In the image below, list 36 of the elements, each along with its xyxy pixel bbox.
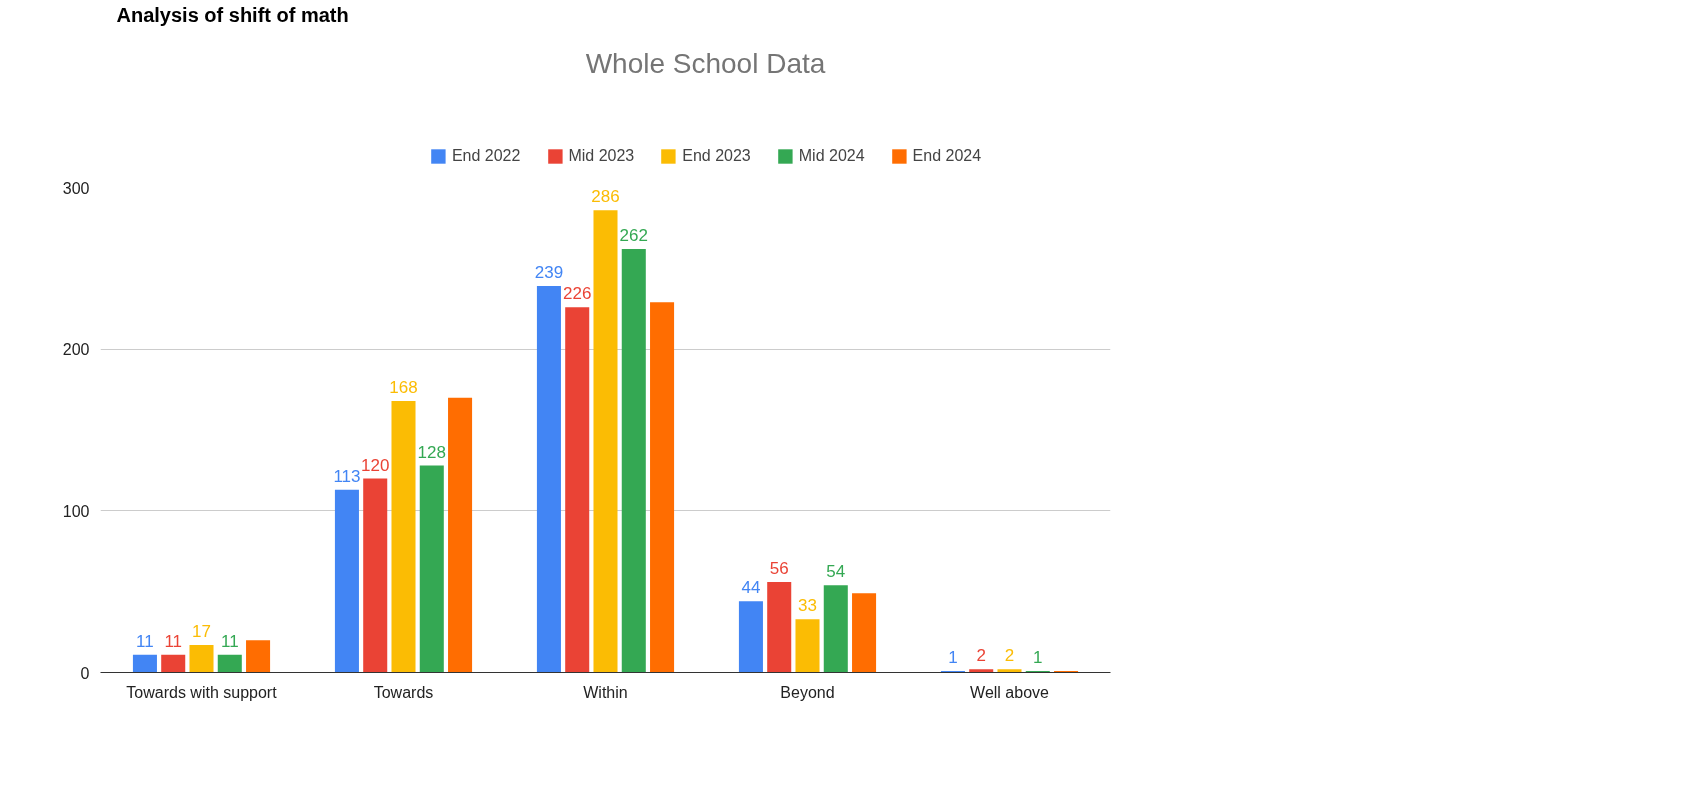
legend-label: Mid 2024 — [798, 147, 865, 165]
chart-subtitle: Whole School Data — [585, 48, 826, 80]
data-label: 54 — [826, 562, 846, 582]
x-tick-label: Towards with support — [126, 683, 278, 701]
data-label: 239 — [534, 263, 564, 283]
y-tick-label: 100 — [62, 502, 90, 520]
data-label: 1 — [948, 647, 958, 667]
data-label: 2 — [1004, 646, 1015, 666]
data-label: 262 — [619, 225, 648, 245]
data-label: 226 — [563, 284, 592, 304]
data-label: 2 — [976, 646, 986, 666]
x-tick-label: Towards — [373, 683, 434, 701]
y-tick-label: 300 — [62, 179, 90, 197]
data-label: 11 — [164, 631, 183, 651]
legend-label: Mid 2023 — [568, 147, 635, 165]
data-label: 44 — [741, 578, 761, 598]
legend-label: End 2023 — [682, 147, 751, 165]
data-label: 11 — [136, 631, 154, 651]
data-label: 120 — [361, 455, 390, 475]
x-tick-label: Within — [583, 683, 628, 701]
x-tick-label: Beyond — [780, 683, 835, 701]
data-label: 17 — [192, 622, 211, 642]
y-tick-label: 200 — [62, 341, 90, 359]
data-label: 1 — [1033, 647, 1043, 667]
legend-label: End 2024 — [912, 147, 982, 165]
data-label: 11 — [220, 631, 239, 651]
data-label: 56 — [769, 558, 789, 578]
legend-label: End 2022 — [451, 147, 521, 165]
data-label: 128 — [417, 442, 446, 462]
chart-title: Analysis of shift of math — [116, 3, 349, 26]
y-tick-label: 0 — [80, 664, 90, 682]
data-label: 286 — [591, 187, 620, 207]
data-label: 168 — [389, 377, 418, 397]
x-tick-label: Well above — [970, 683, 1050, 701]
data-label: 33 — [798, 596, 817, 616]
data-label: 113 — [333, 466, 361, 486]
